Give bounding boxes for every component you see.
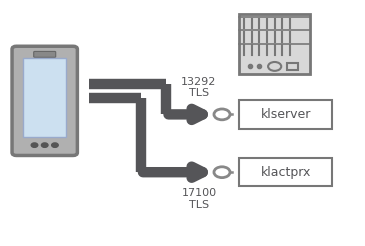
FancyBboxPatch shape bbox=[239, 158, 332, 186]
Text: 13292
TLS: 13292 TLS bbox=[181, 77, 216, 98]
Circle shape bbox=[268, 62, 281, 71]
Text: 17100
TLS: 17100 TLS bbox=[181, 188, 216, 210]
Circle shape bbox=[31, 143, 38, 147]
Circle shape bbox=[42, 143, 48, 147]
FancyBboxPatch shape bbox=[239, 14, 310, 74]
FancyBboxPatch shape bbox=[239, 100, 332, 128]
Circle shape bbox=[214, 109, 230, 120]
FancyBboxPatch shape bbox=[12, 46, 77, 155]
Text: klactprx: klactprx bbox=[260, 166, 311, 179]
Circle shape bbox=[214, 167, 230, 178]
FancyBboxPatch shape bbox=[23, 58, 66, 137]
Circle shape bbox=[52, 143, 58, 147]
FancyBboxPatch shape bbox=[288, 63, 298, 70]
FancyBboxPatch shape bbox=[34, 51, 56, 57]
Text: klserver: klserver bbox=[260, 108, 311, 121]
